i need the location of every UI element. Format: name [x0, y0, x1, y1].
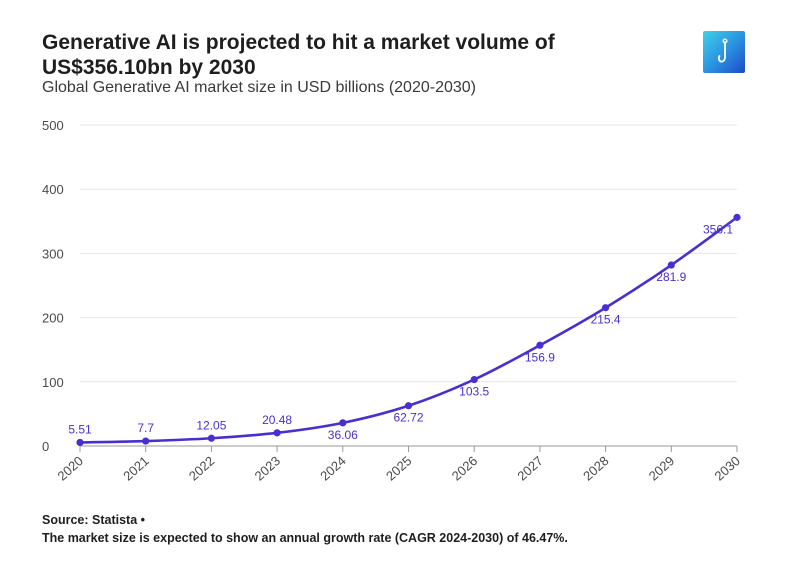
- x-tick-label: 2021: [120, 453, 152, 483]
- x-tick-label: 2025: [383, 453, 415, 483]
- chart-title: Generative AI is projected to hit a mark…: [42, 31, 555, 79]
- data-label: 215.4: [591, 313, 621, 327]
- data-label: 20.48: [262, 413, 292, 427]
- source-note: Source: Statista •: [42, 513, 146, 527]
- x-tick-label: 2022: [186, 453, 218, 483]
- data-label: 12.05: [196, 418, 226, 432]
- x-tick-label: 2030: [711, 453, 743, 483]
- x-tick-label: 2020: [54, 453, 86, 483]
- data-point: [733, 213, 741, 221]
- y-tick-label: 200: [42, 311, 64, 326]
- data-label: 36.06: [328, 428, 358, 442]
- x-tick-label: 2029: [646, 453, 678, 483]
- data-label: 62.72: [393, 411, 423, 425]
- brand-logo: [703, 31, 745, 73]
- data-point: [536, 341, 544, 349]
- chart-subtitle: Global Generative AI market size in USD …: [42, 79, 476, 96]
- x-tick-label: 2027: [514, 453, 546, 483]
- y-tick-label: 400: [42, 182, 64, 197]
- data-point: [142, 437, 150, 445]
- x-tick-label: 2023: [252, 453, 284, 483]
- data-point: [339, 419, 347, 427]
- hook-icon: [717, 38, 728, 63]
- y-tick-label: 0: [42, 439, 49, 454]
- data-point: [667, 261, 675, 269]
- data-point: [273, 429, 281, 437]
- data-label: 156.9: [525, 350, 555, 364]
- data-point: [207, 434, 215, 442]
- cagr-note: The market size is expected to show an a…: [42, 531, 568, 545]
- data-point: [602, 304, 610, 312]
- y-tick-label: 500: [42, 118, 64, 133]
- data-point: [76, 438, 84, 447]
- data-point: [470, 375, 478, 384]
- data-label: 356.1: [703, 222, 733, 236]
- data-label: 5.51: [68, 422, 92, 436]
- y-tick-label: 100: [42, 375, 64, 390]
- data-label: 7.7: [137, 421, 154, 435]
- data-label: 281.9: [656, 270, 686, 284]
- x-tick-label: 2026: [449, 453, 481, 483]
- data-label: 103.5: [459, 385, 489, 399]
- data-point: [404, 402, 413, 410]
- y-tick-label: 300: [42, 246, 64, 261]
- line-chart: 0 100 200 300 400 500 2020 2021 2022 2023 2024 2025…: [42, 118, 743, 484]
- x-tick-label: 2028: [580, 453, 612, 483]
- x-tick-label: 2024: [317, 453, 349, 483]
